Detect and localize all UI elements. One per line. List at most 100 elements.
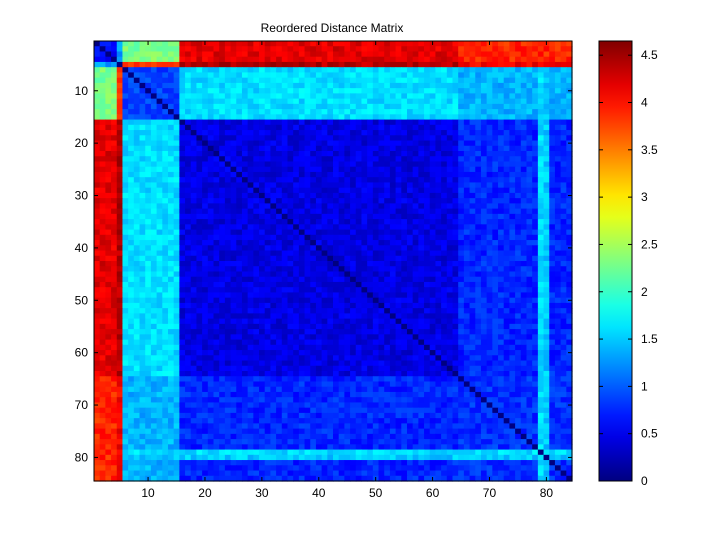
heatmap-cell — [372, 109, 380, 115]
heatmap-cell — [367, 161, 374, 168]
heatmap-cell — [287, 109, 294, 115]
heatmap-cell — [196, 88, 203, 94]
heatmap-cell — [509, 182, 516, 189]
heatmap-cell — [406, 334, 414, 341]
heatmap-cell — [469, 192, 476, 199]
heatmap-cell — [156, 224, 163, 231]
heatmap-cell — [389, 271, 397, 278]
heatmap-cell — [412, 281, 419, 288]
heatmap-cell — [537, 114, 545, 121]
heatmap-cell — [412, 114, 419, 121]
heatmap-cell — [395, 93, 402, 100]
heatmap-cell — [133, 151, 141, 157]
heatmap-cell — [384, 229, 391, 236]
heatmap-cell — [224, 339, 232, 346]
heatmap-cell — [429, 171, 437, 178]
heatmap-cell — [145, 234, 152, 241]
heatmap-cell — [469, 203, 476, 210]
heatmap-cell — [310, 151, 317, 157]
heatmap-cell — [281, 287, 289, 294]
heatmap-cell — [207, 281, 215, 288]
heatmap-cell — [469, 318, 476, 325]
heatmap-cell — [401, 323, 408, 330]
heatmap-cell — [145, 250, 152, 257]
heatmap-cell — [94, 130, 101, 136]
heatmap-cell — [480, 145, 488, 152]
heatmap-cell — [333, 219, 340, 225]
heatmap-cell — [515, 334, 522, 341]
heatmap-cell — [287, 261, 294, 267]
heatmap-cell — [270, 166, 277, 173]
heatmap-cell — [406, 302, 414, 309]
heatmap-cell — [94, 103, 101, 110]
heatmap-cell — [446, 224, 454, 231]
heatmap-cell — [247, 313, 254, 320]
heatmap-cell — [429, 135, 437, 142]
heatmap-cell — [401, 261, 408, 267]
heatmap-cell — [492, 329, 499, 335]
heatmap-cell — [139, 219, 146, 225]
heatmap-cell — [372, 313, 380, 320]
heatmap-cell — [327, 313, 334, 320]
heatmap-cell — [503, 203, 510, 210]
heatmap-cell — [372, 297, 380, 304]
heatmap-cell — [207, 240, 215, 246]
heatmap-cell — [321, 281, 328, 288]
heatmap-cell — [560, 61, 567, 68]
heatmap-cell — [384, 51, 391, 58]
heatmap-cell — [128, 46, 135, 53]
heatmap-cell — [162, 213, 169, 220]
heatmap-cell — [304, 302, 311, 309]
heatmap-cell — [298, 82, 306, 89]
heatmap-cell — [333, 103, 340, 110]
heatmap-cell — [304, 313, 311, 320]
heatmap-cell — [435, 182, 442, 189]
heatmap-cell — [219, 240, 226, 246]
heatmap-cell — [418, 177, 425, 184]
heatmap-cell — [549, 318, 556, 325]
heatmap-cell — [412, 93, 419, 100]
heatmap-cell — [480, 177, 488, 184]
heatmap-cell — [424, 308, 431, 314]
heatmap-cell — [241, 192, 249, 199]
heatmap-cell — [486, 229, 493, 236]
heatmap-cell — [401, 198, 408, 204]
heatmap-cell — [338, 219, 345, 225]
heatmap-cell — [458, 61, 465, 68]
heatmap-cell — [395, 88, 402, 94]
heatmap-cell — [475, 93, 482, 100]
heatmap-cell — [179, 67, 186, 74]
heatmap-cell — [469, 124, 476, 131]
heatmap-cell — [515, 266, 522, 273]
heatmap-cell — [230, 109, 237, 115]
heatmap-cell — [281, 261, 289, 267]
heatmap-cell — [196, 350, 203, 356]
heatmap-cell — [99, 287, 106, 294]
heatmap-cell — [321, 323, 328, 330]
heatmap-cell — [338, 145, 345, 152]
heatmap-cell — [310, 103, 317, 110]
heatmap-cell — [503, 51, 510, 58]
heatmap-cell — [446, 255, 454, 262]
heatmap-cell — [327, 166, 334, 173]
heatmap-cell — [150, 313, 158, 320]
heatmap-cell — [395, 198, 402, 204]
heatmap-cell — [509, 292, 516, 299]
heatmap-cell — [264, 130, 271, 136]
heatmap-cell — [338, 109, 345, 115]
heatmap-cell — [395, 151, 402, 157]
heatmap-cell — [230, 245, 237, 252]
heatmap-cell — [281, 166, 289, 173]
heatmap-cell — [350, 271, 357, 278]
heatmap-cell — [338, 323, 345, 330]
heatmap-cell — [133, 266, 141, 273]
heatmap-cell — [418, 130, 425, 136]
heatmap-cell — [259, 151, 266, 157]
heatmap-cell — [213, 208, 220, 215]
heatmap-cell — [139, 135, 146, 142]
heatmap-cell — [526, 276, 533, 283]
heatmap-cell — [133, 72, 141, 79]
heatmap-cell — [406, 156, 414, 163]
heatmap-cell — [498, 56, 505, 63]
heatmap-cell — [492, 98, 499, 105]
